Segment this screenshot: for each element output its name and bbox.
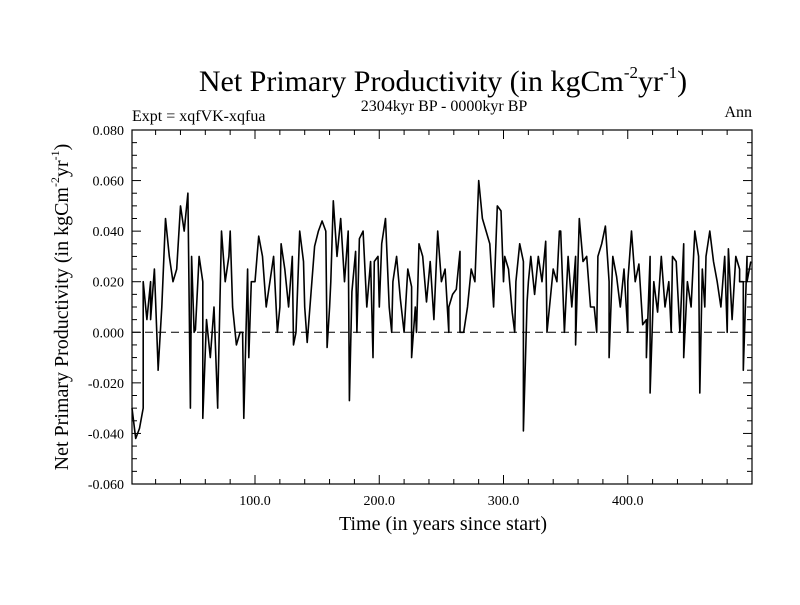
ylabel-main: Net Primary Productivity (in kgCm [51, 187, 73, 471]
ylabel-sup1: -2 [48, 177, 62, 187]
x-tick-label: 100.0 [239, 494, 271, 509]
y-tick-label: 0.000 [93, 326, 125, 341]
title-main: Net Primary Productivity (in kgCm [199, 65, 624, 98]
experiment-label: Expt = xqfVK-xqfua [132, 108, 265, 125]
y-tick-label: -0.020 [88, 377, 124, 392]
title-end: ) [677, 65, 687, 98]
x-tick-label: 200.0 [364, 494, 396, 509]
plot-frame [131, 129, 753, 485]
ylabel-sup2: -1 [48, 150, 62, 160]
tick-labels: -0.060 -0.040 -0.020 0.000 0.020 0.040 0.060 0.… [88, 124, 644, 509]
title-sup1: -2 [624, 63, 638, 82]
title-mid: yr [638, 65, 663, 98]
chart-title: Net Primary Productivity (in kgCm-2yr-1) [199, 63, 687, 98]
x-tick-label: 300.0 [488, 494, 520, 509]
npp-series-line [131, 179, 752, 440]
y-tick-label: -0.040 [88, 427, 124, 442]
x-tick-label: 400.0 [612, 494, 644, 509]
ylabel-end: ) [51, 144, 73, 151]
y-tick-label: -0.060 [88, 478, 124, 493]
y-tick-label: 0.060 [93, 175, 125, 190]
time-range-label: 2304kyr BP - 0000kyr BP [361, 98, 528, 115]
x-axis-label: Time (in years since start) [339, 513, 547, 535]
y-tick-label: 0.040 [93, 225, 125, 240]
title-sup2: -1 [663, 63, 677, 82]
season-label: Ann [724, 104, 752, 121]
y-axis-label: Net Primary Productivity (in kgCm-2yr-1) [48, 144, 73, 471]
ylabel-mid: yr [51, 160, 73, 177]
y-tick-label: 0.080 [93, 124, 125, 139]
y-tick-label: 0.020 [93, 276, 125, 291]
